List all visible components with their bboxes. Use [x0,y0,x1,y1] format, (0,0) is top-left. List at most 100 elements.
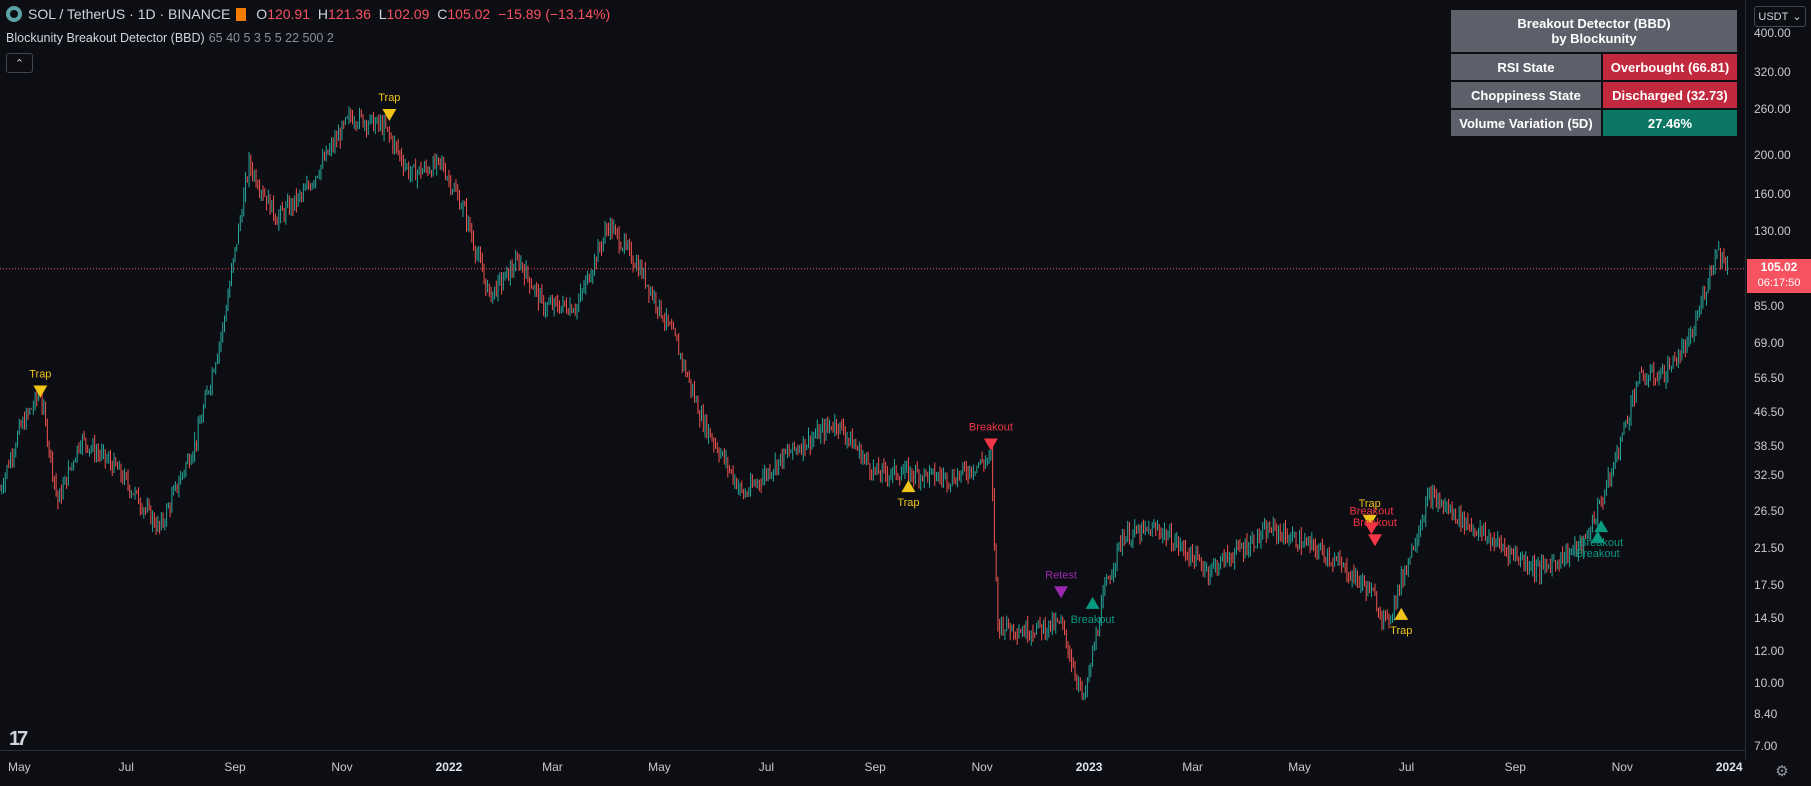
price-tick-label: 12.00 [1754,644,1785,658]
trap-marker-down [33,385,48,398]
price-tick-label: 10.00 [1754,676,1785,691]
table-title-line2: by Blockunity [1551,31,1637,46]
last-price-value: 105.02 [1760,259,1798,274]
price-axis[interactable]: USDT ⌄ 400.00 320.00 260.00 200.00 160.00 130… [1745,0,1811,760]
indicator-name[interactable]: Blockunity Breakout Detector (BBD) [6,31,205,45]
price-tick-label: 400.00 [1754,26,1791,40]
volume-variation-value: 27.46% [1602,110,1737,136]
time-tick-label: May [1288,760,1311,774]
change-value: −15.89 (−13.14%) [498,6,611,22]
time-tick-label: Jul [118,760,134,774]
chevron-down-icon: ⌄ [1792,11,1802,23]
marker-label: Breakout [1579,537,1623,549]
breakout_up-marker-up [1594,520,1609,533]
marker-label: Breakout [1349,505,1393,517]
price-tick-label: 260.00 [1754,101,1791,116]
flag-icon[interactable] [236,7,247,21]
marker-label: Trap [1359,498,1381,510]
time-tick-label: Sep [864,760,886,774]
symbol-title[interactable]: SOL / TetherUS · 1D · BINANCE [28,6,231,22]
marker-label: Retest [1045,569,1077,581]
indicator-params: 65 40 5 3 5 5 22 500 2 [208,31,334,45]
table-title: Breakout Detector (BBD) by Blockunity [1451,10,1737,52]
breakout_down-marker-down [983,438,998,451]
price-tick-label: 14.50 [1754,610,1785,625]
low-value: 102.09 [386,6,430,22]
price-tick-label: 160.00 [1754,187,1791,202]
open-key: O [256,6,268,22]
collapse-legend-button[interactable]: ⌃ [6,53,33,73]
high-key: H [317,6,329,22]
candles-group [0,106,1728,701]
marker-label: Breakout [1071,614,1115,626]
price-tick-label: 130.00 [1754,224,1791,239]
price-tick-label: 26.50 [1754,504,1785,519]
low-key: L [378,6,387,22]
marker-label: Trap [1390,625,1412,637]
currency-label: USDT [1758,10,1789,23]
marker-label: Breakout [969,422,1013,434]
symbol-logo-icon [6,6,22,22]
time-tick-label: 2023 [1075,760,1103,774]
time-tick-label: Nov [1611,760,1633,774]
time-tick-label: Nov [331,760,353,774]
symbol-legend[interactable]: SOL / TetherUS · 1D · BINANCE O120.91 H1… [6,6,610,22]
price-tick-label: 85.00 [1754,298,1785,313]
price-chart[interactable]: TrapTrapTrapBreakoutRetestBreakoutTrapBr… [0,0,1745,750]
table-row: Volume Variation (5D) 27.46% [1451,110,1737,136]
price-tick-label: 200.00 [1754,148,1791,163]
time-tick-label: May [648,760,671,774]
bbd-status-table: Breakout Detector (BBD) by Blockunity RS… [1449,8,1739,138]
bar-countdown: 06:17:50 [1757,276,1801,289]
breakout_up-marker-up [1590,530,1605,543]
retest-marker-down [1054,586,1069,599]
table-row: RSI State Overbought (66.81) [1451,54,1737,80]
price-tick-label: 56.50 [1754,370,1785,385]
choppiness-state-label: Choppiness State [1451,82,1601,108]
rsi-state-value: Overbought (66.81) [1602,54,1737,80]
time-tick-label: Nov [971,760,993,774]
rsi-state-label: RSI State [1451,54,1601,80]
time-tick-label: 2024 [1715,760,1743,774]
price-tick-label: 7.00 [1754,739,1778,753]
gear-icon[interactable]: ⚙ [1775,763,1789,780]
price-tick-label: 69.00 [1754,335,1785,350]
time-tick-label: May [7,760,31,774]
marker-label: Breakout [1576,548,1620,560]
price-tick-label: 8.40 [1754,706,1778,721]
breakout_down-marker-down [1367,534,1382,547]
time-tick-label: Jul [1398,760,1415,774]
time-tick-label: 2022 [435,760,463,774]
time-tick-label: Mar [542,760,563,774]
price-tick-label: 320.00 [1754,65,1791,80]
last-price-tag: 105.02 06:17:50 [1747,258,1811,293]
close-key: C [437,6,448,22]
trap-marker-down [382,109,397,122]
volume-variation-label: Volume Variation (5D) [1451,110,1601,136]
signal-markers: TrapTrapTrapBreakoutRetestBreakoutTrapBr… [29,92,1623,637]
price-tick-label: 17.50 [1754,577,1785,592]
breakout_up-marker-up [1085,596,1100,609]
marker-label: Trap [29,368,51,380]
time-tick-label: Sep [1504,760,1526,774]
chevron-up-icon: ⌃ [14,57,25,70]
choppiness-state-value: Discharged (32.73) [1602,82,1737,108]
price-tick-label: 38.50 [1754,438,1785,453]
price-tick-label: 21.50 [1754,541,1785,556]
price-tick-label: 46.50 [1754,405,1785,420]
breakout_down-marker-down [1364,522,1379,535]
high-value: 121.36 [328,6,371,22]
indicator-legend[interactable]: Blockunity Breakout Detector (BBD) 65 40 … [6,31,334,45]
close-value: 105.02 [447,6,491,22]
time-tick-label: Jul [758,760,775,774]
open-value: 120.91 [267,6,311,22]
time-tick-label: Mar [1182,760,1203,774]
currency-selector[interactable]: USDT ⌄ [1754,6,1806,27]
time-axis[interactable]: May Jul Sep Nov 2022 Mar May Jul Sep Nov 2023 Mar Ma… [0,750,1745,786]
tradingview-logo-icon[interactable]: 17 [9,728,28,750]
price-tick-label: 32.50 [1754,468,1785,483]
table-title-line1: Breakout Detector (BBD) [1517,16,1671,31]
marker-label: Trap [897,497,919,509]
trap-marker-up [1394,607,1409,620]
time-tick-label: Sep [224,760,246,774]
